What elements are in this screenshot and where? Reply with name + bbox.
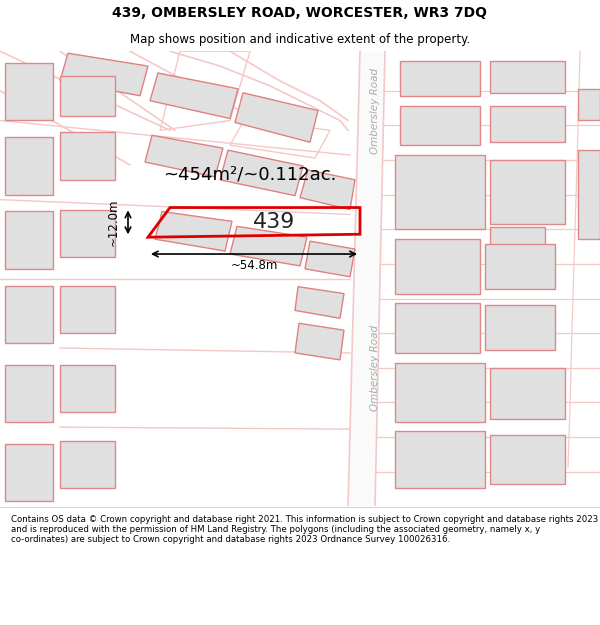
Bar: [5, 365, 53, 422]
Bar: [60, 76, 115, 116]
Text: Map shows position and indicative extent of the property.: Map shows position and indicative extent…: [130, 34, 470, 46]
Text: ~454m²/~0.112ac.: ~454m²/~0.112ac.: [163, 166, 337, 184]
Bar: [395, 431, 485, 489]
Bar: [490, 61, 565, 92]
Bar: [60, 286, 115, 333]
Text: ~12.0m: ~12.0m: [107, 199, 119, 246]
Bar: [485, 306, 555, 350]
Polygon shape: [305, 241, 355, 277]
Polygon shape: [145, 136, 223, 177]
Bar: [490, 106, 565, 142]
Bar: [578, 89, 600, 121]
Bar: [395, 304, 480, 353]
Text: Ombersley Road: Ombersley Road: [370, 68, 380, 154]
Bar: [400, 106, 480, 145]
Bar: [490, 435, 565, 484]
Polygon shape: [348, 51, 385, 506]
Bar: [395, 363, 485, 422]
Text: 439, OMBERSLEY ROAD, WORCESTER, WR3 7DQ: 439, OMBERSLEY ROAD, WORCESTER, WR3 7DQ: [113, 6, 487, 21]
Polygon shape: [295, 323, 344, 360]
Polygon shape: [230, 226, 307, 266]
Polygon shape: [150, 73, 238, 119]
Bar: [60, 209, 115, 257]
Polygon shape: [60, 53, 148, 96]
Bar: [5, 211, 53, 269]
Bar: [60, 441, 115, 489]
Polygon shape: [235, 92, 318, 142]
Bar: [490, 228, 545, 249]
Bar: [5, 444, 53, 501]
Text: Ombersley Road: Ombersley Road: [370, 325, 380, 411]
Polygon shape: [295, 287, 344, 318]
Polygon shape: [155, 211, 232, 251]
Bar: [490, 160, 565, 224]
Text: ~54.8m: ~54.8m: [230, 259, 278, 272]
Bar: [400, 61, 480, 96]
Bar: [485, 244, 555, 289]
Text: Contains OS data © Crown copyright and database right 2021. This information is : Contains OS data © Crown copyright and d…: [11, 514, 598, 544]
Bar: [60, 132, 115, 180]
Bar: [490, 368, 565, 419]
Bar: [395, 155, 485, 229]
Polygon shape: [220, 150, 303, 196]
Bar: [395, 239, 480, 294]
Bar: [578, 150, 600, 239]
Text: 439: 439: [253, 213, 295, 232]
Bar: [5, 286, 53, 343]
Bar: [60, 365, 115, 413]
Polygon shape: [300, 170, 355, 209]
Bar: [5, 63, 53, 121]
Bar: [5, 138, 53, 194]
